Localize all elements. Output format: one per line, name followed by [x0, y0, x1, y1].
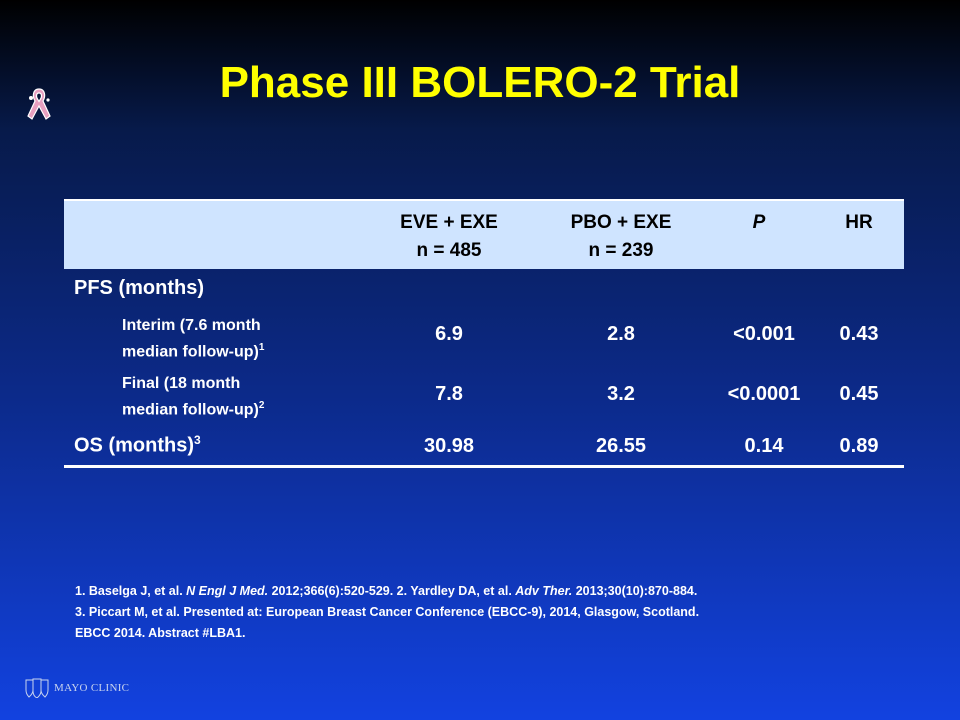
- table-row: Final (18 month median follow-up)2 7.8 3…: [64, 365, 904, 425]
- ref2-details: 2013;30(10):870-884.: [572, 584, 698, 598]
- header-pbo-label: PBO + EXE: [570, 212, 672, 233]
- cell-eve: 30.98: [423, 435, 475, 457]
- results-table: EVE + EXE n = 485 PBO + EXE n = 239 P HR…: [64, 199, 904, 468]
- reference-line-3: EBCC 2014. Abstract #LBA1.: [75, 626, 246, 640]
- os-label: OS (months)3: [74, 433, 201, 458]
- cell-hr: 0.43: [839, 323, 879, 345]
- slide-title: Phase III BOLERO-2 Trial: [219, 58, 741, 107]
- mayo-shield-icon: [25, 678, 49, 698]
- cell-pbo: 2.8: [607, 323, 635, 345]
- row-label: Final (18 month median follow-up)2: [122, 373, 264, 421]
- pfs-label: PFS (months): [74, 277, 204, 299]
- table-row: Interim (7.6 month median follow-up)1 6.…: [64, 307, 904, 365]
- cell-eve: 6.9: [435, 323, 463, 345]
- row-label-line1: Final (18 month: [122, 375, 241, 392]
- cell-pbo: 3.2: [607, 383, 635, 405]
- references: 1. Baselga J, et al. N Engl J Med. 2012;…: [75, 581, 915, 644]
- cell-pbo: 26.55: [595, 435, 647, 457]
- cell-hr: 0.45: [839, 383, 879, 405]
- row-footnote-ref: 1: [258, 342, 265, 353]
- header-pbo-n: n = 239: [588, 240, 654, 261]
- table-header: EVE + EXE n = 485 PBO + EXE n = 239 P HR: [64, 199, 904, 269]
- mayo-clinic-logo: MAYO CLINIC: [24, 678, 129, 698]
- row-label: Interim (7.6 month median follow-up)1: [122, 315, 264, 363]
- pink-ribbon-icon: [27, 88, 51, 120]
- row-label-line2: median follow-up): [122, 401, 259, 419]
- ref1-authors: 1. Baselga J, et al.: [75, 584, 187, 598]
- header-eve-label: EVE + EXE: [400, 212, 498, 233]
- header-hr: HR: [845, 212, 873, 233]
- pfs-section-row: PFS (months): [64, 269, 904, 307]
- cell-p: <0.001: [733, 323, 795, 345]
- reference-line-1: 1. Baselga J, et al. N Engl J Med. 2012;…: [75, 581, 915, 602]
- header-pbo-exe: PBO + EXE n = 239: [556, 209, 686, 265]
- cell-p: <0.0001: [727, 383, 801, 405]
- row-label-line2: median follow-up): [122, 343, 259, 361]
- cell-eve: 7.8: [435, 383, 463, 405]
- os-row: OS (months)3 30.98 26.55 0.14 0.89: [64, 425, 904, 465]
- ref1-details: 2012;366(6):520-529. 2. Yardley DA, et a…: [268, 584, 516, 598]
- header-eve-n: n = 485: [416, 240, 482, 261]
- ref2-journal: Adv Ther.: [515, 584, 573, 598]
- row-label-line1: Interim (7.6 month: [122, 317, 261, 334]
- cell-hr: 0.89: [839, 435, 879, 457]
- logo-text: MAYO CLINIC: [54, 682, 130, 694]
- header-p: P: [752, 212, 766, 233]
- os-footnote-ref: 3: [194, 433, 201, 447]
- cell-p: 0.14: [744, 435, 784, 457]
- header-eve-exe: EVE + EXE n = 485: [394, 209, 504, 265]
- ref1-journal: N Engl J Med.: [186, 584, 269, 598]
- table-bottom-rule: [64, 465, 904, 468]
- os-label-text: OS (months): [74, 434, 194, 457]
- reference-line-2: 3. Piccart M, et al. Presented at: Europ…: [75, 605, 700, 619]
- row-footnote-ref: 2: [258, 400, 265, 411]
